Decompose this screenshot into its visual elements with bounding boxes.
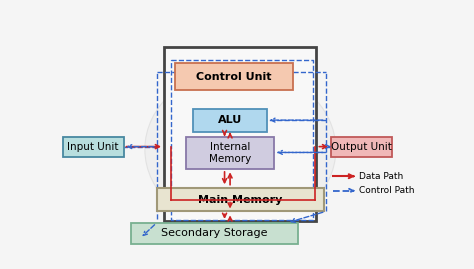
Text: ALU: ALU: [218, 115, 242, 125]
FancyBboxPatch shape: [164, 47, 316, 221]
Text: Output Unit: Output Unit: [331, 142, 392, 152]
Text: Input Unit: Input Unit: [67, 142, 119, 152]
FancyBboxPatch shape: [156, 188, 324, 211]
Text: Main Memory: Main Memory: [198, 194, 283, 204]
Ellipse shape: [145, 69, 336, 230]
Text: Data Path: Data Path: [359, 172, 403, 181]
FancyBboxPatch shape: [186, 137, 274, 169]
Text: Secondary Storage: Secondary Storage: [161, 228, 268, 238]
FancyBboxPatch shape: [175, 63, 292, 90]
Text: Internal
Memory: Internal Memory: [209, 142, 251, 164]
FancyBboxPatch shape: [131, 223, 298, 243]
FancyBboxPatch shape: [331, 137, 392, 157]
FancyBboxPatch shape: [193, 109, 267, 132]
Text: Control Path: Control Path: [359, 186, 414, 195]
FancyBboxPatch shape: [63, 137, 124, 157]
Text: Control Unit: Control Unit: [196, 72, 272, 82]
